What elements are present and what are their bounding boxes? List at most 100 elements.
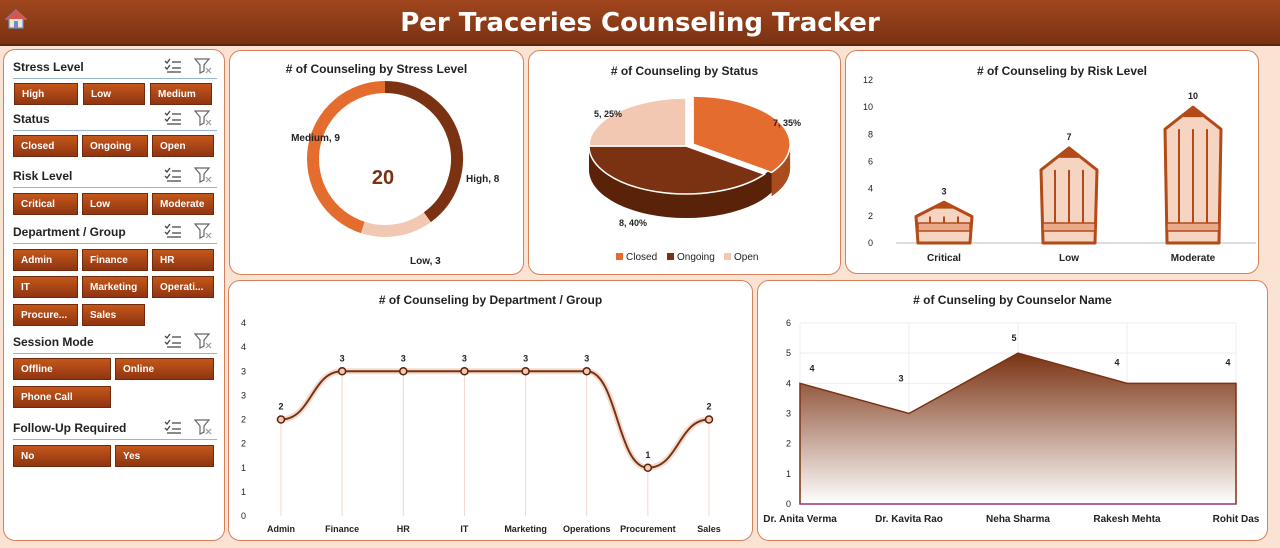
- clear-filter-icon[interactable]: [194, 167, 212, 183]
- slicer-option-high[interactable]: High: [14, 83, 78, 105]
- slicer-controls: [164, 58, 214, 74]
- slicer-controls: [164, 223, 214, 239]
- multi-select-icon[interactable]: [164, 167, 182, 183]
- clear-filter-icon[interactable]: [194, 58, 212, 74]
- data-label: 10: [1188, 91, 1198, 101]
- slicer-divider: [13, 243, 217, 244]
- chart-panel-status: # of Counseling by Status 7, 35% 8, 40% …: [528, 50, 841, 275]
- chart-panel-counselor: # of Cunseling by Counselor Name 0 1 2 3 4 5 6…: [757, 280, 1268, 541]
- x-tick-label: Moderate: [1171, 253, 1216, 264]
- y-tick-label: 2: [241, 415, 246, 425]
- risk-bar-chart: 0 2 4 6 8 10 12 3 Critical 7 Low 10 Moderate: [863, 75, 1256, 264]
- slicer-option-low[interactable]: Low: [82, 193, 148, 215]
- dashboard-title: Per Traceries Counseling Tracker: [400, 8, 880, 38]
- slicer-title-department: Department / Group: [13, 225, 126, 239]
- data-label: 5: [1011, 333, 1016, 343]
- slicer-option-medium[interactable]: Medium: [150, 83, 212, 105]
- slicer-option-offline[interactable]: Offline: [13, 358, 111, 380]
- multi-select-icon[interactable]: [164, 58, 182, 74]
- chart-title: # of Counseling by Risk Level: [976, 64, 1148, 78]
- status-pie-chart: 7, 35% 8, 40% 5, 25% Closed Ongoing Open: [588, 95, 801, 263]
- data-label: 3: [523, 353, 528, 363]
- slicer-title-follow-up: Follow-Up Required: [13, 421, 127, 435]
- data-label-medium: Medium, 9: [291, 133, 340, 144]
- y-tick-label: 5: [786, 348, 791, 358]
- bar-critical: [914, 200, 974, 245]
- doughnut-slice-low: [360, 212, 431, 237]
- slicer-option-finance[interactable]: Finance: [82, 249, 148, 271]
- slicer-option-hr[interactable]: HR: [152, 249, 214, 271]
- slicer-option-phone-call[interactable]: Phone Call: [13, 386, 111, 408]
- data-label: 3: [898, 374, 903, 384]
- y-tick-label: 2: [241, 439, 246, 449]
- data-label-low: Low, 3: [410, 256, 441, 267]
- x-tick-label: Low: [1059, 253, 1079, 264]
- clear-filter-icon[interactable]: [194, 110, 212, 126]
- clear-filter-icon[interactable]: [194, 223, 212, 239]
- slicer-option-online[interactable]: Online: [115, 358, 214, 380]
- doughnut-slice-medium: [307, 81, 386, 234]
- bar-moderate: [1163, 105, 1223, 245]
- pie-slice-open: [588, 97, 687, 147]
- x-tick-label: Marketing: [504, 524, 547, 534]
- y-tick-label: 4: [241, 318, 246, 328]
- multi-select-icon[interactable]: [164, 419, 182, 435]
- data-label-open: 5, 25%: [594, 109, 622, 119]
- chart-title: # of Counseling by Status: [610, 64, 759, 78]
- slicer-option-procurement[interactable]: Procure...: [13, 304, 78, 326]
- y-tick-label: 1: [786, 469, 791, 479]
- chart-panel-risk-level: # of Counseling by Risk Level 0 2 4 6 8 10 12 3…: [845, 50, 1259, 274]
- slicer-title-status: Status: [13, 112, 50, 126]
- slicer-controls: [164, 333, 214, 349]
- slicer-option-no[interactable]: No: [13, 445, 111, 467]
- slicer-option-open[interactable]: Open: [152, 135, 214, 157]
- slicer-option-yes[interactable]: Yes: [115, 445, 214, 467]
- y-tick-label: 4: [786, 378, 791, 388]
- data-label: 2: [706, 402, 711, 412]
- y-tick-label: 3: [241, 366, 246, 376]
- pie-side: [589, 146, 783, 218]
- clear-filter-icon[interactable]: [194, 333, 212, 349]
- legend-label-closed: Closed: [626, 252, 657, 263]
- x-tick-label: Admin: [267, 524, 295, 534]
- data-point: [460, 367, 469, 376]
- y-tick-label: 3: [786, 409, 791, 419]
- y-tick-label: 6: [786, 318, 791, 328]
- slicer-option-closed[interactable]: Closed: [13, 135, 78, 157]
- slicer-option-critical[interactable]: Critical: [13, 193, 78, 215]
- pie-slice-closed: [692, 95, 791, 174]
- data-point: [276, 415, 286, 424]
- clear-filter-icon[interactable]: [194, 419, 212, 435]
- y-tick-label: 0: [241, 511, 246, 521]
- slicer-controls: [164, 110, 214, 126]
- slicer-option-it[interactable]: IT: [13, 276, 78, 298]
- slicer-option-sales[interactable]: Sales: [82, 304, 145, 326]
- y-tick-label: 4: [868, 184, 873, 194]
- x-tick-label: Dr. Anita Verma: [763, 514, 837, 525]
- data-label-closed: 7, 35%: [773, 118, 801, 128]
- slicer-option-ongoing[interactable]: Ongoing: [82, 135, 148, 157]
- slicer-option-admin[interactable]: Admin: [13, 249, 78, 271]
- data-label-high: High, 8: [466, 174, 500, 185]
- x-tick-label: IT: [460, 524, 469, 534]
- y-tick-label: 3: [241, 390, 246, 400]
- multi-select-icon[interactable]: [164, 333, 182, 349]
- multi-select-icon[interactable]: [164, 110, 182, 126]
- x-tick-label: Sales: [697, 524, 721, 534]
- doughnut-center-total: 20: [372, 167, 394, 189]
- data-point: [582, 367, 591, 376]
- y-tick-label: 1: [241, 487, 246, 497]
- y-tick-label: 6: [868, 157, 873, 167]
- home-icon[interactable]: [5, 8, 27, 30]
- data-label: 7: [1066, 132, 1071, 142]
- slicer-option-marketing[interactable]: Marketing: [82, 276, 148, 298]
- x-tick-label: Procurement: [620, 524, 676, 534]
- x-tick-label: Rohit Das: [1213, 514, 1260, 525]
- slicer-option-moderate[interactable]: Moderate: [152, 193, 214, 215]
- slicer-option-low[interactable]: Low: [83, 83, 145, 105]
- legend-swatch-open: [724, 253, 731, 260]
- multi-select-icon[interactable]: [164, 223, 182, 239]
- slicer-option-operations[interactable]: Operati...: [152, 276, 214, 298]
- slicer-title-risk-level: Risk Level: [13, 169, 73, 183]
- data-label: 4: [1225, 357, 1230, 367]
